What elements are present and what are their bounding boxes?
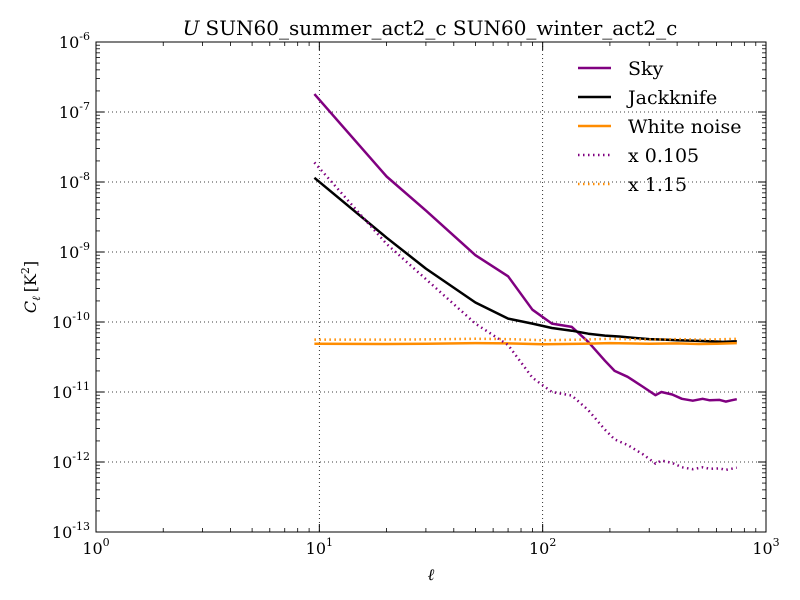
legend: Sky Jackknife White noise x 0.105 x 1.15 [578, 58, 742, 196]
y-axis-label-unit-close: ] [21, 261, 40, 267]
y-tick-label-exponent: -13 [72, 520, 90, 533]
series-line [314, 341, 737, 346]
y-tick-label: 10-12 [52, 450, 90, 472]
y-axis-label-symbol: C [21, 301, 40, 313]
y-tick-label: 10-11 [52, 380, 90, 402]
y-tick-label-base: 10 [52, 453, 72, 472]
chart-title: U SUN60_summer_act2_c SUN60_winter_act2_c [183, 16, 678, 40]
y-tick-label: 10-9 [59, 240, 90, 262]
y-axis-label: Cℓ [K2] [19, 261, 43, 313]
chart-title-text: SUN60_summer_act2_c SUN60_winter_act2_c [206, 16, 678, 40]
y-axis-label-unit: [K [21, 273, 40, 292]
legend-label: Jackknife [626, 87, 717, 109]
axis-ticks: 100 101 102 10310-1310-1210-1110-1010-910-8… [52, 30, 780, 558]
x-tick-label: 102 [529, 536, 556, 558]
x-tick-label-exponent: 1 [326, 536, 333, 549]
y-tick-label: 10-7 [59, 100, 90, 122]
legend-label: Sky [628, 58, 664, 80]
x-tick-label-base: 10 [306, 539, 326, 558]
grid-lines [96, 42, 766, 532]
y-tick-label-exponent: -12 [72, 450, 90, 463]
y-tick-label-base: 10 [52, 523, 72, 542]
x-tick-label: 101 [306, 536, 333, 558]
y-tick-label-exponent: -6 [79, 30, 90, 43]
x-tick-label: 100 [82, 536, 109, 558]
y-tick-label-exponent: -8 [79, 170, 90, 183]
x-tick-label-exponent: 3 [773, 536, 780, 549]
y-tick-label-exponent: -7 [79, 100, 90, 113]
x-tick-label-base: 10 [82, 539, 102, 558]
series-line [313, 93, 738, 403]
y-tick-label: 10-8 [59, 170, 90, 192]
series-line [313, 161, 738, 472]
y-tick-label-exponent: -9 [79, 240, 90, 253]
chart-title-prefix: U [183, 16, 201, 40]
y-tick-label: 10-6 [59, 30, 90, 52]
y-tick-label: 10-13 [52, 520, 90, 542]
x-tick-label-base: 10 [752, 539, 772, 558]
x-tick-label-exponent: 2 [549, 536, 556, 549]
x-tick-label: 103 [752, 536, 779, 558]
y-axis-label-subscript: ℓ [30, 296, 43, 301]
y-tick-label-base: 10 [59, 243, 79, 262]
x-tick-label-exponent: 0 [103, 536, 110, 549]
y-tick-label-base: 10 [59, 103, 79, 122]
y-tick-label-exponent: -11 [72, 380, 90, 393]
y-axis-label-unit-exponent: 2 [19, 267, 32, 274]
y-tick-label-base: 10 [52, 313, 72, 332]
legend-label: White noise [628, 116, 742, 138]
x-axis-label: ℓ [428, 565, 435, 584]
x-tick-label-base: 10 [529, 539, 549, 558]
y-tick-label-exponent: -10 [72, 310, 90, 323]
plot-frame [95, 41, 767, 533]
y-tick-label-base: 10 [59, 33, 79, 52]
legend-label: x 1.15 [628, 174, 687, 196]
series-lines [313, 93, 738, 472]
y-tick-label-base: 10 [52, 383, 72, 402]
legend-label: x 0.105 [628, 145, 699, 167]
y-tick-label-base: 10 [59, 173, 79, 192]
y-tick-label: 10-10 [52, 310, 90, 332]
